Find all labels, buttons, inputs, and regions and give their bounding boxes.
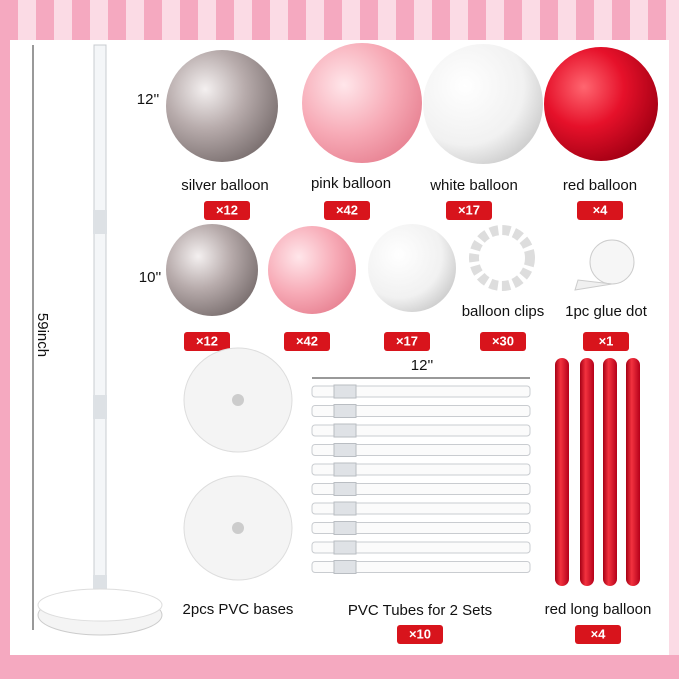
count-badge: ×10	[397, 625, 443, 644]
long-balloons	[555, 358, 640, 586]
count-badge: ×12	[184, 332, 230, 351]
joint	[93, 210, 107, 234]
count-badge: ×42	[284, 332, 330, 351]
long-balloon	[626, 358, 640, 586]
item-label: 1pc glue dot	[565, 303, 648, 320]
stand: 59inch	[32, 44, 163, 636]
tube	[311, 385, 531, 398]
pink-balloon	[268, 226, 356, 314]
item-label: red balloon	[563, 177, 637, 194]
balloon-clips	[469, 225, 535, 291]
count: ×17	[458, 202, 480, 217]
size-label: 12''	[137, 91, 160, 108]
item-label: pink balloon	[311, 175, 391, 192]
count-badge: ×1	[583, 332, 629, 351]
count: ×17	[396, 333, 418, 348]
count-badge: ×42	[324, 201, 370, 220]
tube-joint	[333, 462, 357, 477]
count: ×30	[492, 333, 514, 348]
tube	[311, 502, 531, 515]
silver-balloon	[166, 50, 278, 162]
count-badge: ×17	[446, 201, 492, 220]
count: ×4	[593, 202, 609, 217]
tube-joint	[333, 521, 357, 535]
count: ×1	[599, 333, 614, 348]
long-balloon	[603, 358, 617, 586]
count: ×42	[296, 333, 318, 348]
tube	[311, 541, 531, 554]
red-balloon	[544, 47, 658, 161]
tube-joint	[333, 384, 357, 399]
tube	[311, 561, 531, 573]
tube	[311, 483, 531, 495]
base-hole	[232, 394, 244, 406]
tube	[311, 463, 531, 476]
bottom-band	[0, 655, 679, 679]
tube	[311, 405, 531, 417]
size-label: 10''	[139, 269, 162, 286]
tube	[311, 424, 531, 437]
tube-joint	[333, 482, 357, 496]
tube-joint	[333, 423, 357, 438]
tube-joint	[333, 540, 357, 555]
item-label: white balloon	[429, 177, 518, 194]
long-balloon	[555, 358, 569, 586]
count-badge: ×17	[384, 332, 430, 351]
long-balloon	[580, 358, 594, 586]
item-label: red long balloon	[545, 601, 652, 618]
pvc-bases	[183, 347, 293, 581]
count-badge: ×12	[204, 201, 250, 220]
pink-balloon	[302, 43, 422, 163]
item-label: balloon clips	[462, 303, 545, 320]
glue-dot-roll	[589, 239, 635, 285]
base-top	[37, 588, 163, 622]
count: ×42	[336, 202, 358, 217]
item-label: silver balloon	[181, 177, 269, 194]
count: ×10	[409, 626, 431, 641]
tube-length: 12''	[411, 357, 434, 374]
tube-joint	[333, 501, 357, 516]
count: ×4	[591, 626, 607, 641]
silver-balloon	[166, 224, 258, 316]
item-label: 2pcs PVC bases	[183, 601, 294, 618]
white-balloon	[423, 44, 543, 164]
pvc-tubes	[311, 384, 531, 574]
tube	[311, 444, 531, 456]
pole	[93, 44, 107, 596]
count-badge: ×4	[577, 201, 623, 220]
stand-height: 59inch	[34, 313, 51, 357]
balloons-row1	[166, 43, 658, 164]
tube-joint	[333, 560, 357, 574]
joint	[93, 395, 107, 419]
glue-strip	[574, 279, 613, 291]
count: ×12	[216, 202, 238, 217]
white-balloon	[368, 224, 456, 312]
count-badge: ×30	[480, 332, 526, 351]
balloons-row2	[166, 224, 635, 316]
base-hole	[232, 522, 244, 534]
tube	[311, 522, 531, 534]
tube-joint	[333, 443, 357, 457]
count: ×12	[196, 333, 218, 348]
item-label: PVC Tubes for 2 Sets	[348, 602, 492, 619]
tube-joint	[333, 404, 357, 418]
count-badge: ×4	[575, 625, 621, 644]
